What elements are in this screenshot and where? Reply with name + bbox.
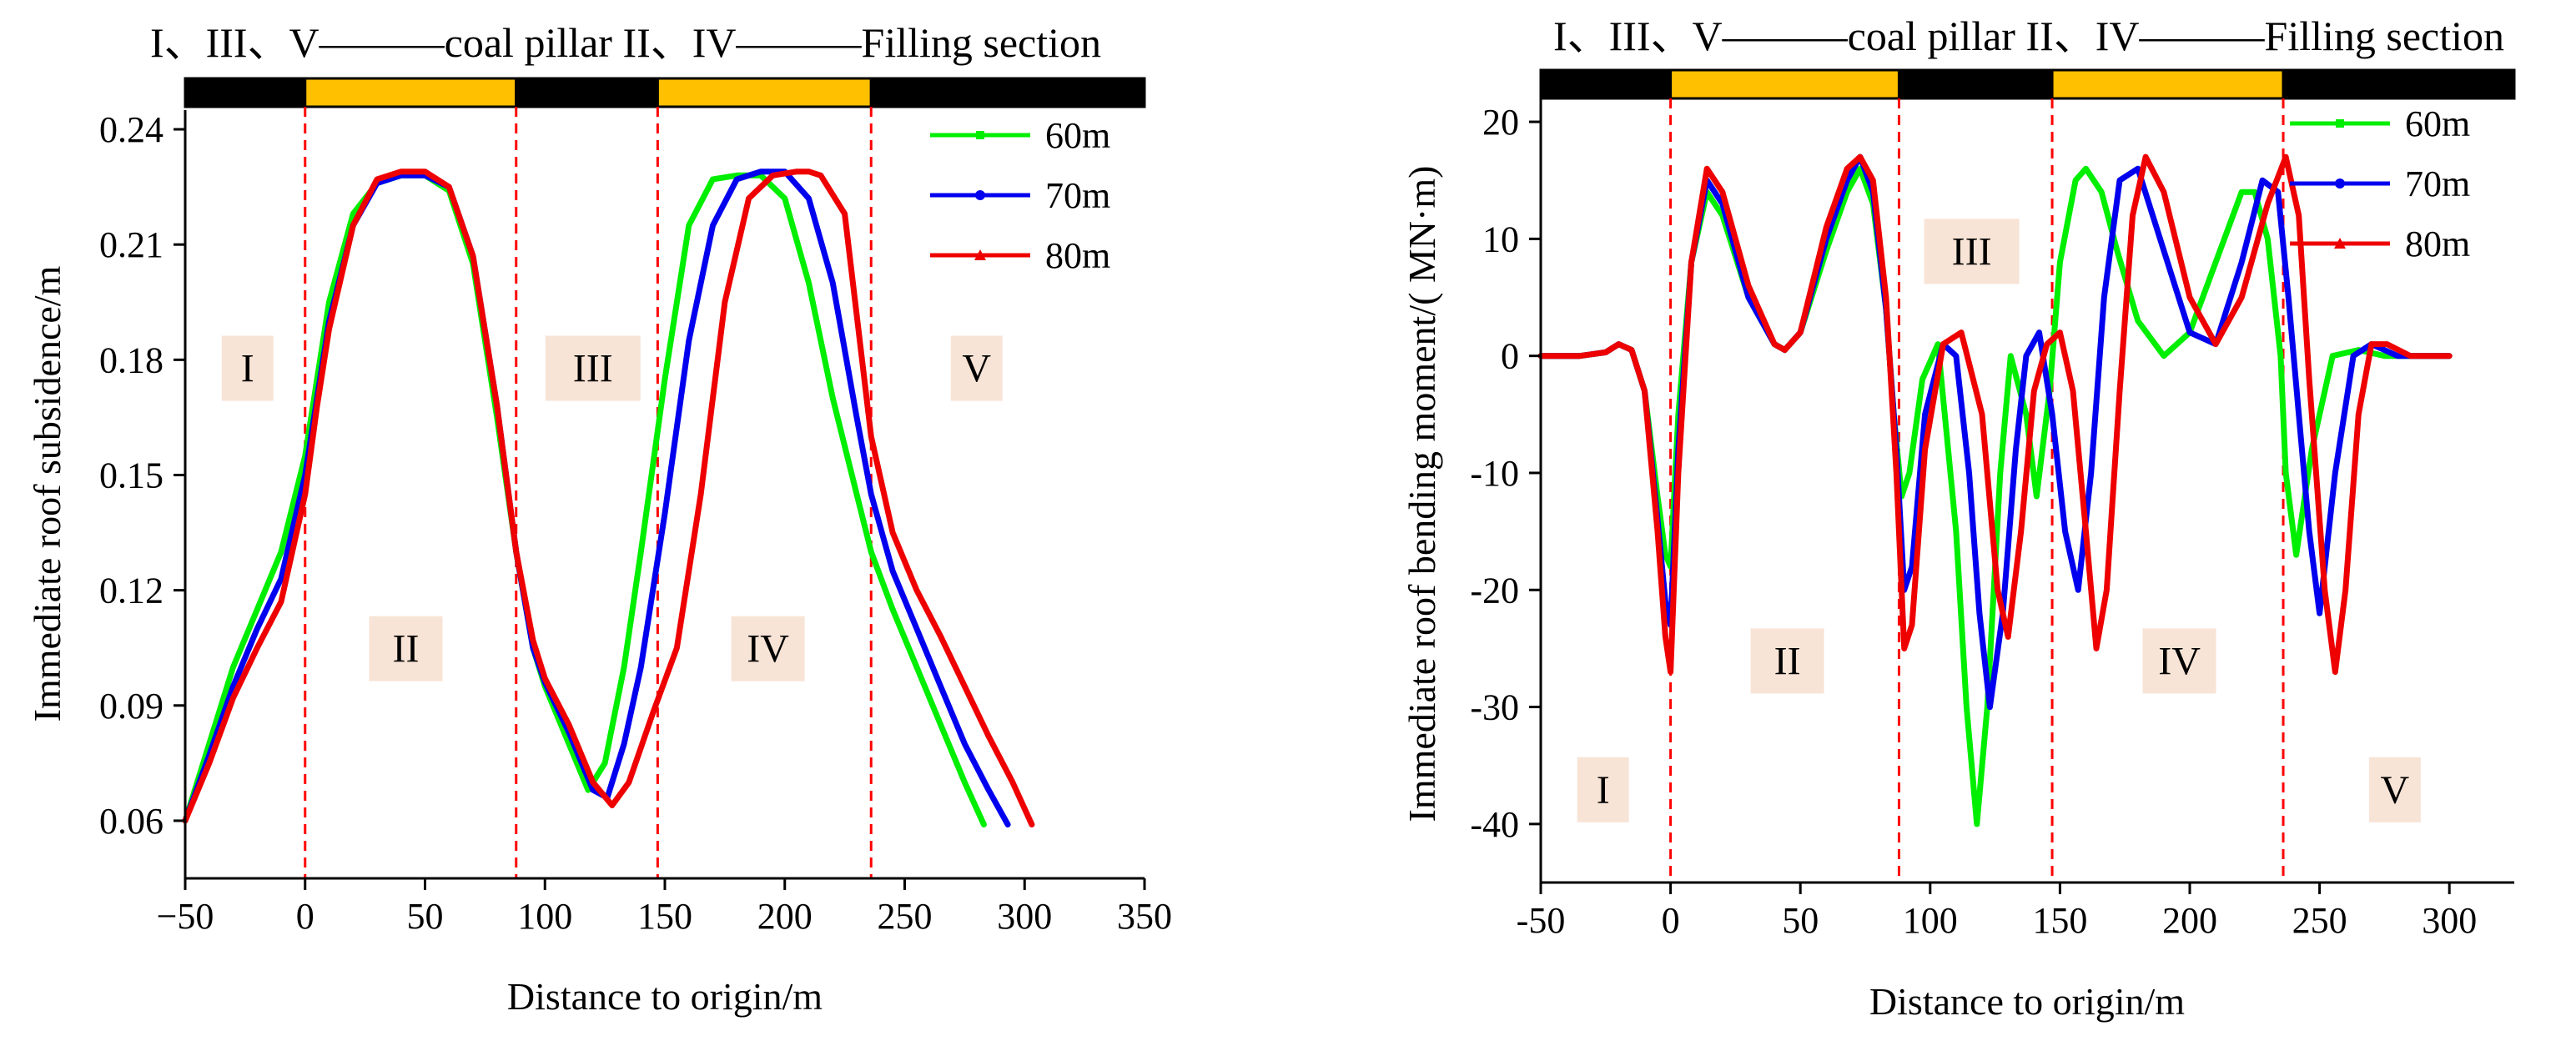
y-axis-label: Immediate roof bending moment/( MN·m) xyxy=(1401,166,1443,822)
x-tick-label-2: 50 xyxy=(1782,900,1819,941)
y-tick-label-3: 0.15 xyxy=(99,455,164,495)
chart-header: I、III、V———coal pillar II、IV———Filling se… xyxy=(150,19,1101,66)
region-4-background xyxy=(731,616,805,681)
legend-marker-80m xyxy=(2334,238,2346,249)
region-3-background xyxy=(1924,219,2020,284)
legend-label-60m: 60m xyxy=(1045,115,1110,156)
region-4-background xyxy=(2142,628,2216,694)
x-tick-label-1: 0 xyxy=(1662,900,1680,941)
x-tick-label-4: 150 xyxy=(637,896,692,937)
region-1-label: I xyxy=(1597,768,1610,812)
chart-header: I、III、V———coal pillar II、IV———Filling se… xyxy=(1553,13,2504,59)
legend-label-70m: 70m xyxy=(1045,175,1110,216)
bar-segment-pillar-2 xyxy=(1897,68,2054,100)
region-2-label: II xyxy=(1774,639,1801,683)
region-5-background xyxy=(950,335,1003,401)
y-tick-label-1: -30 xyxy=(1470,687,1519,728)
y-tick-label-2: 0.12 xyxy=(99,571,164,611)
bar-segment-filling-3 xyxy=(2050,68,2285,100)
legend-marker-80m xyxy=(974,249,986,260)
bar-segment-filling-1 xyxy=(304,77,518,108)
y-tick-label-6: 0.24 xyxy=(99,109,164,150)
bar-segment-filling-1 xyxy=(1669,68,1900,100)
x-tick-label-4: 150 xyxy=(2032,900,2087,941)
legend-label-80m: 80m xyxy=(1045,235,1110,276)
legend-label-60m: 60m xyxy=(2405,103,2470,144)
x-axis-label: Distance to origin/m xyxy=(1869,980,2185,1023)
series-80m-line xyxy=(1537,153,2453,675)
region-4-label: IV xyxy=(2158,639,2201,683)
y-axis-label: Immediate roof subsidence/m xyxy=(26,265,68,722)
x-tick-label-3: 100 xyxy=(517,896,572,937)
x-tick-label-6: 250 xyxy=(878,896,933,937)
series-60m-line xyxy=(182,172,987,827)
x-tick-label-5: 200 xyxy=(2162,900,2217,941)
bar-segment-pillar-4 xyxy=(2282,68,2516,100)
x-axis-label: Distance to origin/m xyxy=(507,975,823,1018)
region-1-background xyxy=(221,335,274,401)
x-tick-label-6: 250 xyxy=(2292,900,2347,941)
x-tick-label-5: 200 xyxy=(757,896,813,937)
legend-marker-60m xyxy=(976,131,984,139)
y-tick-label-2: -20 xyxy=(1470,570,1519,611)
x-tick-label-8: 350 xyxy=(1117,896,1172,937)
region-3-label: III xyxy=(1952,229,1992,274)
y-tick-label-4: 0.18 xyxy=(99,339,164,380)
y-tick-label-1: 0.09 xyxy=(99,686,164,727)
x-tick-label-3: 100 xyxy=(1903,900,1958,941)
legend-label-70m: 70m xyxy=(2405,163,2470,204)
y-tick-label-6: 20 xyxy=(1482,102,1519,143)
y-tick-label-3: -10 xyxy=(1470,453,1519,494)
x-tick-label-7: 300 xyxy=(997,896,1052,937)
region-5-label: V xyxy=(2381,768,2410,812)
y-tick-label-5: 10 xyxy=(1482,219,1519,259)
legend-marker-70m xyxy=(975,190,985,200)
region-2-background xyxy=(369,616,443,681)
region-5-background xyxy=(2368,757,2421,822)
series-80m-line xyxy=(182,168,1035,827)
y-tick-label-0: -40 xyxy=(1470,804,1519,845)
bar-segment-pillar-0 xyxy=(1539,68,1673,100)
x-tick-label-0: −50 xyxy=(157,896,214,937)
region-2-background xyxy=(1750,628,1824,694)
bar-segment-pillar-0 xyxy=(184,77,307,108)
subsidence-chart: I、III、V———coal pillar II、IV———Filling se… xyxy=(26,19,1172,1018)
y-tick-label-0: 0.06 xyxy=(99,801,164,842)
y-tick-label-5: 0.21 xyxy=(99,224,164,265)
bending-moment-chart: I、III、V———coal pillar II、IV———Filling se… xyxy=(1401,13,2516,1023)
region-2-label: II xyxy=(393,627,420,671)
legend-marker-70m xyxy=(2335,179,2345,189)
legend-label-80m: 80m xyxy=(2405,224,2470,264)
x-tick-label-0: -50 xyxy=(1517,900,1566,941)
x-tick-label-7: 300 xyxy=(2422,900,2477,941)
y-tick-label-4: 0 xyxy=(1501,336,1519,377)
bar-segment-pillar-4 xyxy=(869,77,1146,108)
bar-segment-pillar-2 xyxy=(515,77,659,108)
region-1-background xyxy=(1577,757,1629,822)
bar-segment-filling-3 xyxy=(656,77,873,108)
region-3-label: III xyxy=(573,347,613,391)
region-5-label: V xyxy=(962,347,991,391)
x-tick-label-1: 0 xyxy=(296,896,314,937)
region-1-label: I xyxy=(241,347,254,391)
legend-marker-60m xyxy=(2336,119,2344,128)
region-3-background xyxy=(545,335,641,401)
region-4-label: IV xyxy=(747,627,789,671)
x-tick-label-2: 50 xyxy=(407,896,444,937)
